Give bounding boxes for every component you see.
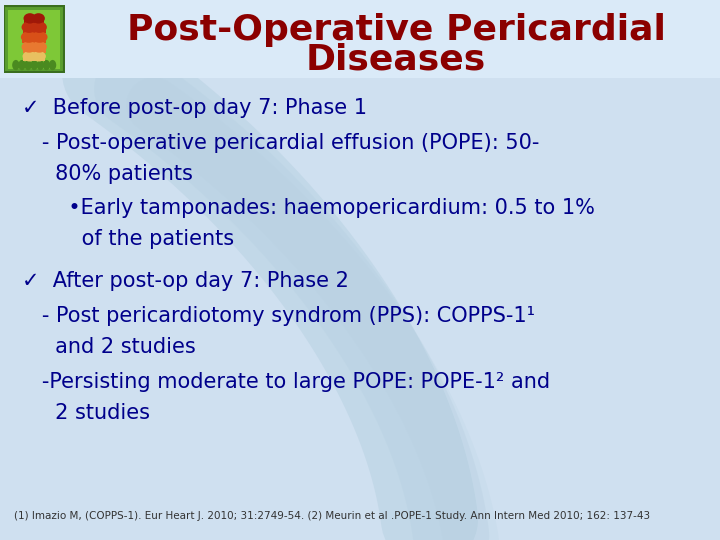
Ellipse shape bbox=[24, 60, 32, 70]
Text: - Post pericardiotomy syndrom (PPS): COPPS-1¹: - Post pericardiotomy syndrom (PPS): COP… bbox=[22, 306, 534, 326]
Ellipse shape bbox=[24, 13, 36, 24]
Text: of the patients: of the patients bbox=[22, 228, 234, 249]
Ellipse shape bbox=[32, 51, 46, 62]
Text: •Early tamponades: haemopericardium: 0.5 to 1%: •Early tamponades: haemopericardium: 0.5… bbox=[22, 198, 595, 218]
Bar bbox=[0, 0, 720, 78]
Ellipse shape bbox=[37, 60, 44, 70]
Text: and 2 studies: and 2 studies bbox=[22, 336, 195, 357]
FancyBboxPatch shape bbox=[9, 10, 60, 69]
Bar bbox=[24, 55, 45, 62]
Ellipse shape bbox=[32, 13, 45, 24]
Text: ✓  Before post-op day 7: Phase 1: ✓ Before post-op day 7: Phase 1 bbox=[22, 98, 366, 118]
Bar bbox=[22, 36, 47, 43]
FancyBboxPatch shape bbox=[4, 6, 64, 72]
Bar bbox=[24, 17, 44, 24]
Text: Post-Operative Pericardial: Post-Operative Pericardial bbox=[127, 13, 665, 46]
Ellipse shape bbox=[22, 22, 37, 33]
Text: ✓  After post-op day 7: Phase 2: ✓ After post-op day 7: Phase 2 bbox=[22, 271, 348, 291]
Text: -Persisting moderate to large POPE: POPE-1² and: -Persisting moderate to large POPE: POPE… bbox=[22, 372, 550, 392]
Ellipse shape bbox=[12, 60, 19, 70]
Text: (1) Imazio M, (COPPS-1). Eur Heart J. 2010; 31:2749-54. (2) Meurin et al .POPE-1: (1) Imazio M, (COPPS-1). Eur Heart J. 20… bbox=[14, 511, 651, 521]
Text: Diseases: Diseases bbox=[306, 43, 486, 76]
Text: - Post-operative pericardial effusion (POPE): 50-: - Post-operative pericardial effusion (P… bbox=[22, 133, 539, 153]
Ellipse shape bbox=[22, 41, 37, 53]
Ellipse shape bbox=[49, 60, 56, 70]
Ellipse shape bbox=[42, 60, 50, 70]
Text: 2 studies: 2 studies bbox=[22, 402, 150, 423]
Text: 80% patients: 80% patients bbox=[22, 164, 192, 184]
Ellipse shape bbox=[22, 51, 37, 62]
Ellipse shape bbox=[32, 22, 47, 33]
Ellipse shape bbox=[30, 60, 38, 70]
Ellipse shape bbox=[21, 31, 37, 43]
Ellipse shape bbox=[18, 60, 26, 70]
Ellipse shape bbox=[32, 41, 47, 53]
Ellipse shape bbox=[32, 31, 48, 43]
Bar bbox=[22, 26, 46, 33]
Bar bbox=[22, 46, 46, 52]
